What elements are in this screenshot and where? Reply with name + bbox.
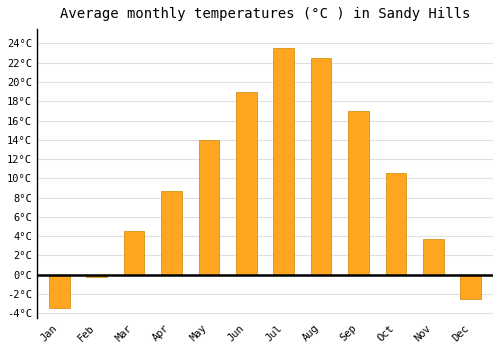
Bar: [348, 111, 368, 274]
Bar: [161, 191, 182, 274]
Bar: [124, 231, 144, 274]
Bar: [386, 174, 406, 274]
Bar: [423, 239, 444, 274]
Bar: [86, 274, 107, 278]
Title: Average monthly temperatures (°C ) in Sandy Hills: Average monthly temperatures (°C ) in Sa…: [60, 7, 470, 21]
Bar: [49, 274, 70, 308]
Bar: [460, 274, 481, 299]
Bar: [198, 140, 219, 274]
Bar: [310, 58, 332, 274]
Bar: [236, 92, 256, 274]
Bar: [274, 48, 294, 274]
